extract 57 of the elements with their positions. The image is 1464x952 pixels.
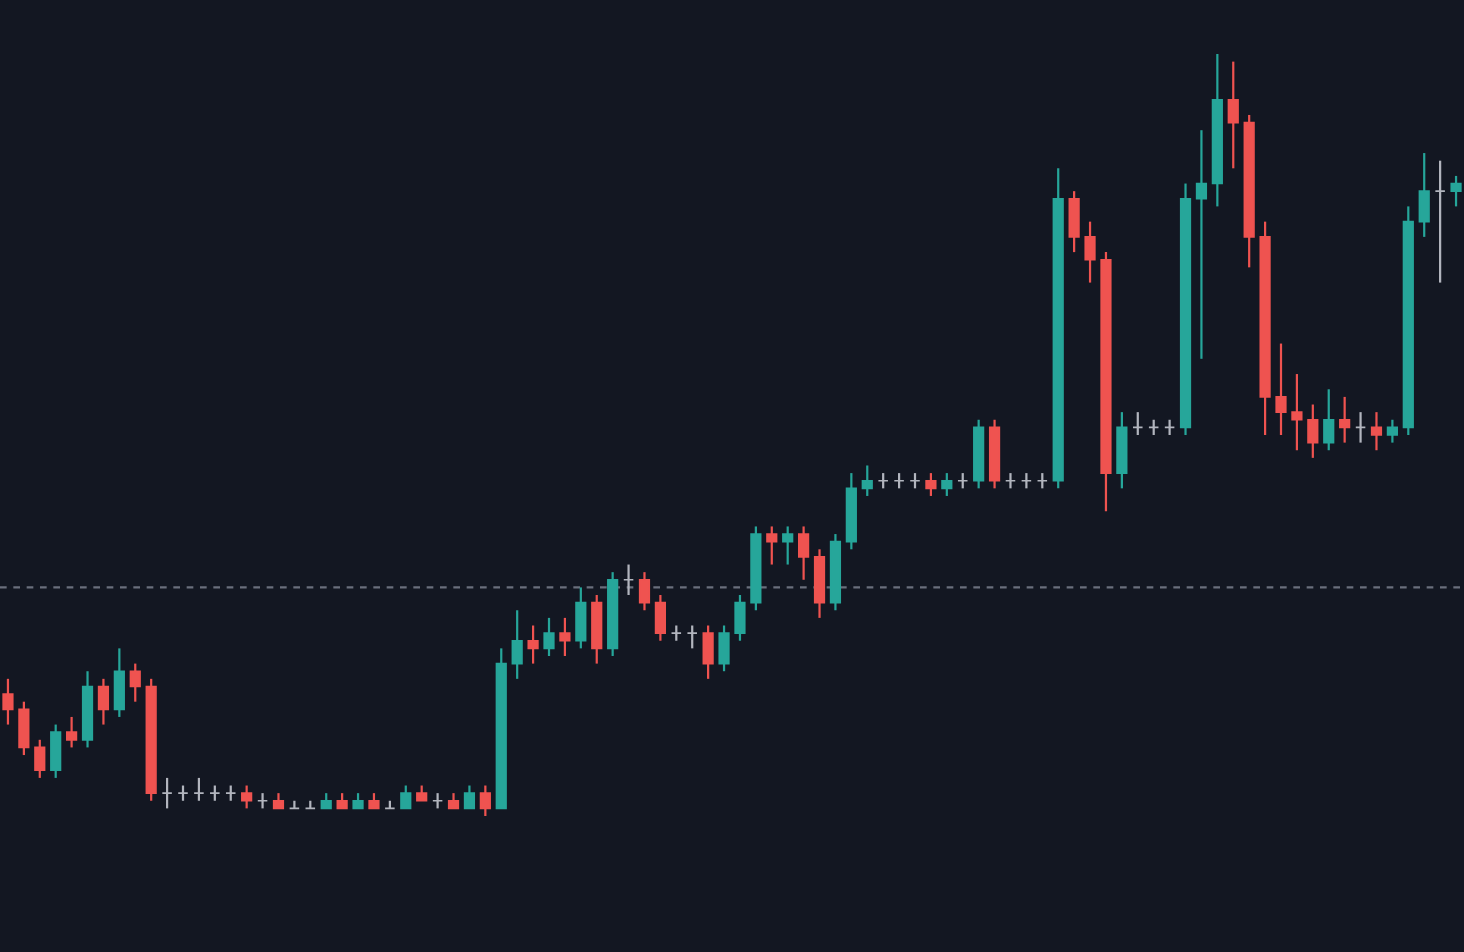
candlestick: [479, 784, 491, 818]
candlestick: [18, 700, 30, 757]
candlestick: [463, 784, 476, 810]
candlestick: [34, 738, 46, 780]
candlestick: [1450, 174, 1462, 208]
candlestick: [193, 776, 205, 802]
candlestick: [622, 563, 635, 597]
candlestick: [543, 616, 555, 658]
candlestick: [1116, 411, 1128, 490]
candlestick: [1227, 60, 1239, 170]
candlestick: [1307, 403, 1319, 459]
candlestick: [782, 525, 794, 566]
candlestick: [941, 471, 953, 498]
candlestick: [638, 571, 651, 612]
candlestick: [511, 609, 523, 680]
candlestick: [1370, 411, 1383, 452]
candlestick: [256, 792, 269, 810]
candlestick: [1068, 190, 1080, 254]
candlestick: [1323, 388, 1335, 452]
candlestick: [575, 586, 587, 650]
candlestick: [702, 624, 714, 680]
candlestick: [50, 723, 62, 780]
candlestick: [1339, 395, 1351, 444]
candlestick: [686, 624, 698, 650]
candlestick: [718, 624, 730, 673]
candlestick: [591, 593, 603, 665]
candlestick: [1275, 342, 1287, 437]
candlestick: [1195, 129, 1208, 360]
candlestick: [766, 525, 778, 566]
candlestick: [400, 784, 412, 810]
candlestick: [1163, 418, 1176, 437]
candlestick: [1132, 411, 1144, 437]
candlestick: [1291, 372, 1303, 452]
candlestick: [797, 525, 810, 581]
candlestick: [734, 593, 746, 642]
candlestick: [161, 776, 173, 810]
candlestick: [1386, 418, 1399, 444]
candlestick: [813, 548, 826, 619]
candlestick: [1004, 471, 1017, 490]
candlestick: [1434, 159, 1446, 284]
candlestick: [288, 799, 301, 810]
candlestick: [654, 593, 667, 642]
candlestick: [861, 464, 873, 498]
candlestick: [1418, 151, 1430, 238]
candlestick: [241, 784, 253, 810]
candlestick: [925, 471, 937, 498]
candlestick: [1084, 220, 1096, 284]
candlestick: [559, 616, 571, 658]
candlestick: [527, 624, 539, 665]
candlestick: [97, 677, 110, 726]
candlestick: [431, 792, 444, 810]
candlestick: [1354, 411, 1367, 444]
candlestick: [113, 647, 125, 719]
candlestick: [129, 662, 141, 703]
candlestick: [1020, 471, 1033, 490]
candlestick: [65, 715, 78, 749]
candlestick: [2, 677, 14, 726]
